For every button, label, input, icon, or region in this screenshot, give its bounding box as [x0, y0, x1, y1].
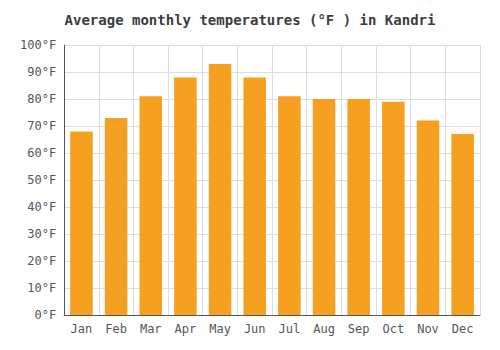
- svg-text:Feb: Feb: [105, 322, 127, 336]
- svg-text:90°F: 90°F: [27, 65, 56, 79]
- svg-text:Jan: Jan: [71, 322, 93, 336]
- svg-text:Aug: Aug: [313, 322, 335, 336]
- svg-text:Jun: Jun: [244, 322, 266, 336]
- svg-text:Apr: Apr: [175, 322, 197, 336]
- svg-text:50°F: 50°F: [27, 173, 56, 187]
- svg-text:Jul: Jul: [279, 322, 301, 336]
- svg-text:10°F: 10°F: [27, 281, 56, 295]
- svg-text:Dec: Dec: [452, 322, 474, 336]
- svg-text:May: May: [209, 322, 231, 336]
- svg-text:Sep: Sep: [348, 322, 370, 336]
- svg-text:Oct: Oct: [383, 322, 405, 336]
- svg-text:60°F: 60°F: [27, 146, 56, 160]
- svg-text:40°F: 40°F: [27, 200, 56, 214]
- svg-text:100°F: 100°F: [20, 38, 56, 52]
- svg-text:Mar: Mar: [140, 322, 162, 336]
- svg-text:Nov: Nov: [417, 322, 439, 336]
- svg-text:70°F: 70°F: [27, 119, 56, 133]
- svg-text:20°F: 20°F: [27, 254, 56, 268]
- svg-text:30°F: 30°F: [27, 227, 56, 241]
- svg-text:80°F: 80°F: [27, 92, 56, 106]
- svg-text:0°F: 0°F: [34, 308, 56, 322]
- svg-text:Average monthly temperatures (: Average monthly temperatures (°F ) in Ka…: [65, 12, 436, 28]
